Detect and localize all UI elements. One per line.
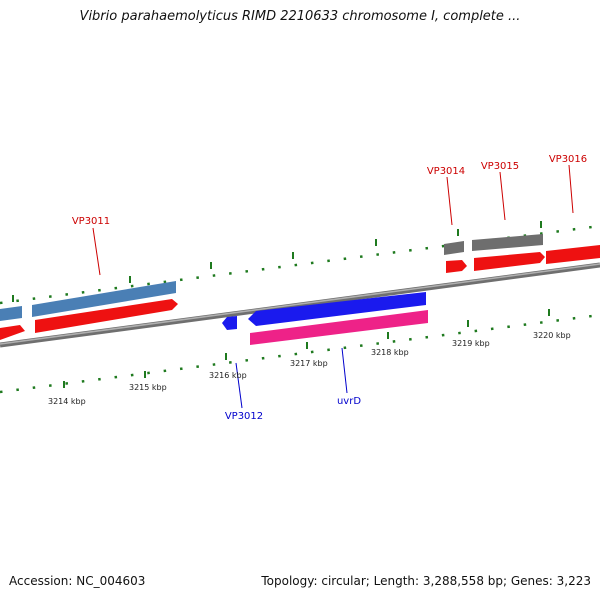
gene-uvrd-blue [248,292,426,326]
gene-label-vp3012[interactable]: VP3012 [225,411,263,422]
major-ticks [12,221,550,388]
leader-vp3015 [499,171,506,221]
gene-vp3011-red [35,299,178,333]
gene-label-vp3016[interactable]: VP3016 [549,154,587,165]
label-leaders [92,164,574,409]
gene-steel-left [0,306,22,321]
gene-vp3012 [222,316,237,330]
gene-uvrd-pink [250,310,428,345]
scale-label: 3218 kbp [371,348,409,357]
gene-red-vp3015 [474,252,545,271]
leader-uvrd [341,347,348,394]
scale-label: 3217 kbp [290,359,328,368]
gene-labels: VP3011 VP3012 uvrD VP3014 VP3015 VP3016 [72,154,587,422]
gene-gray-long [472,234,543,251]
leader-vp3012 [235,362,243,409]
gene-label-vp3015[interactable]: VP3015 [481,161,519,172]
gene-label-vp3014[interactable]: VP3014 [427,166,465,177]
gene-red-vp3016 [546,245,600,264]
accession-label: Accession: NC_004603 [9,574,146,588]
scale-label: 3219 kbp [452,339,490,348]
gene-red-left [0,325,25,340]
gene-red-small [446,260,467,273]
scale-label: 3215 kbp [129,383,167,392]
gene-vp3011-steel [32,281,176,317]
upper-track-genes[interactable] [0,234,543,321]
genome-summary: Topology: circular; Length: 3,288,558 bp… [261,574,591,588]
scale-labels: 3214 kbp 3215 kbp 3216 kbp 3217 kbp 3218… [48,331,571,406]
scale-label: 3220 kbp [533,331,571,340]
scale-label: 3216 kbp [209,371,247,380]
gene-label-uvrd[interactable]: uvrD [337,396,361,407]
leader-vp3011 [92,227,101,276]
gene-gray-small [444,241,464,255]
red-track-genes[interactable] [0,245,600,340]
leader-vp3016 [568,164,574,214]
leader-vp3014 [446,176,453,226]
blue-track-genes[interactable] [222,292,428,345]
lower-tick-row [0,313,600,394]
upper-tick-row [0,224,600,305]
gene-label-vp3011[interactable]: VP3011 [72,216,110,227]
scale-label: 3214 kbp [48,397,86,406]
map-title: Vibrio parahaemolyticus RIMD 2210633 chr… [79,9,521,24]
chromosome-backbone [0,262,600,348]
